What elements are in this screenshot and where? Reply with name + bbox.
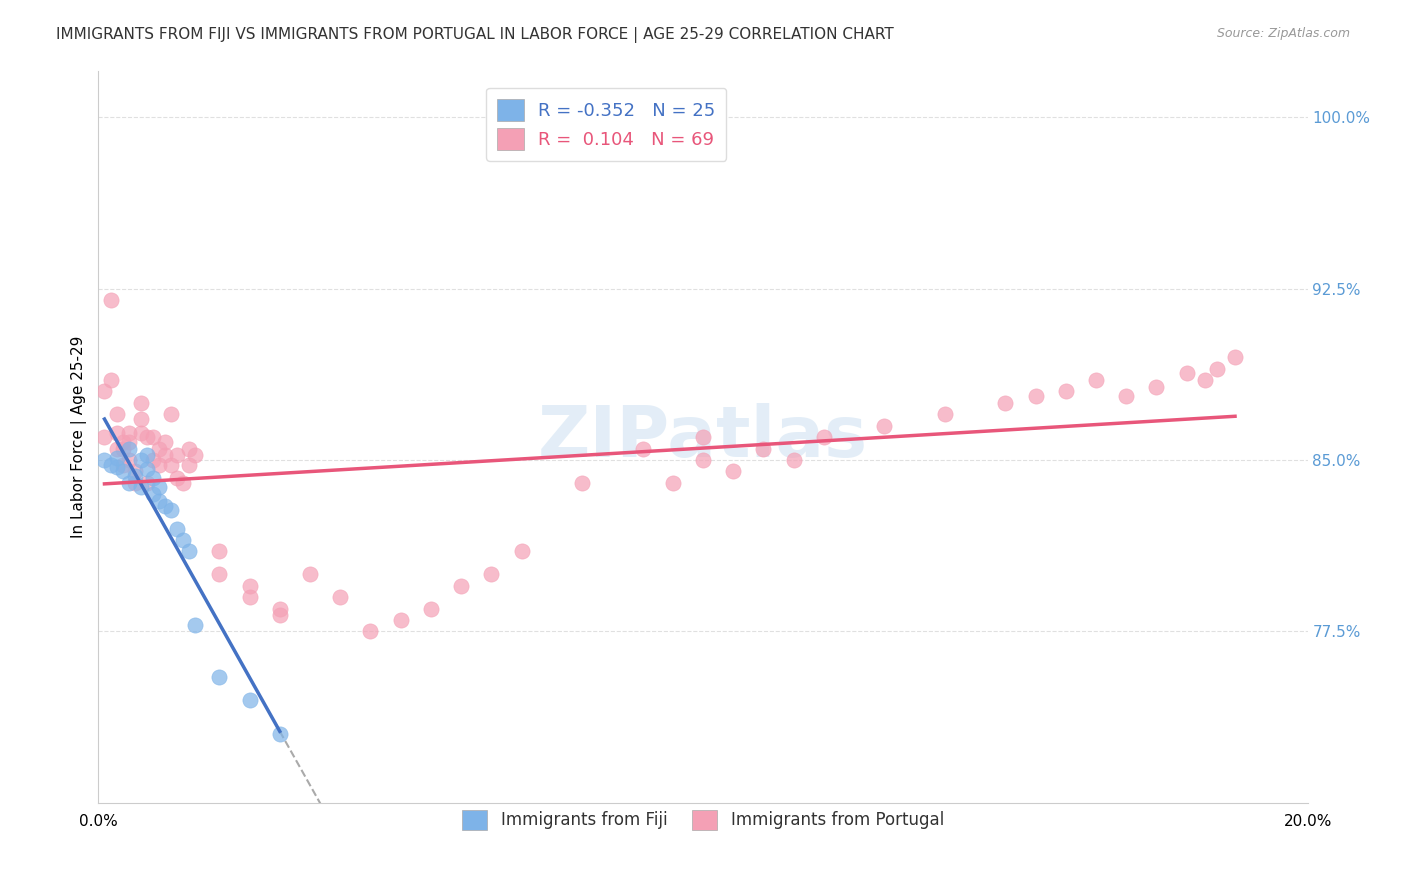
Point bbox=[111, 464, 134, 478]
Point bbox=[160, 458, 183, 472]
Point bbox=[208, 544, 231, 558]
Point bbox=[118, 453, 141, 467]
Point bbox=[124, 464, 146, 478]
Point bbox=[934, 407, 956, 421]
Point bbox=[105, 442, 128, 456]
Point bbox=[179, 544, 201, 558]
Point bbox=[172, 475, 194, 490]
Point bbox=[1144, 380, 1167, 394]
Point bbox=[142, 453, 165, 467]
Point bbox=[100, 373, 122, 387]
Text: ZIPatlas: ZIPatlas bbox=[538, 402, 868, 472]
Point bbox=[135, 430, 157, 444]
Point bbox=[105, 407, 128, 421]
Point bbox=[1194, 373, 1216, 387]
Point bbox=[153, 434, 176, 449]
Point bbox=[360, 624, 382, 639]
Point bbox=[179, 442, 201, 456]
Point bbox=[129, 425, 152, 440]
Point bbox=[148, 480, 170, 494]
Point bbox=[239, 693, 262, 707]
Point bbox=[166, 521, 188, 535]
Point bbox=[118, 434, 141, 449]
Point bbox=[1085, 373, 1108, 387]
Point bbox=[752, 442, 775, 456]
Point bbox=[135, 462, 157, 476]
Point bbox=[129, 453, 152, 467]
Point bbox=[1175, 366, 1198, 380]
Point bbox=[118, 475, 141, 490]
Point bbox=[510, 544, 533, 558]
Point bbox=[299, 567, 322, 582]
Point bbox=[153, 499, 176, 513]
Point bbox=[153, 448, 176, 462]
Point bbox=[105, 450, 128, 465]
Point bbox=[269, 608, 291, 623]
Point bbox=[118, 442, 141, 456]
Point bbox=[1054, 384, 1077, 399]
Point bbox=[1024, 389, 1046, 403]
Point bbox=[631, 442, 654, 456]
Point bbox=[450, 579, 472, 593]
Point bbox=[166, 448, 188, 462]
Point bbox=[148, 458, 170, 472]
Point bbox=[783, 453, 806, 467]
Point bbox=[100, 458, 122, 472]
Text: Source: ZipAtlas.com: Source: ZipAtlas.com bbox=[1216, 27, 1350, 40]
Point bbox=[148, 494, 170, 508]
Point bbox=[160, 503, 183, 517]
Point bbox=[111, 442, 134, 456]
Point bbox=[129, 396, 152, 410]
Point bbox=[1115, 389, 1137, 403]
Point bbox=[571, 475, 593, 490]
Point bbox=[329, 590, 352, 604]
Point bbox=[129, 411, 152, 425]
Legend: Immigrants from Fiji, Immigrants from Portugal: Immigrants from Fiji, Immigrants from Po… bbox=[454, 801, 952, 838]
Point bbox=[179, 458, 201, 472]
Point bbox=[135, 448, 157, 462]
Point bbox=[172, 533, 194, 547]
Point bbox=[142, 430, 165, 444]
Point bbox=[692, 430, 714, 444]
Point bbox=[723, 464, 745, 478]
Point bbox=[1223, 350, 1246, 364]
Point bbox=[239, 579, 262, 593]
Point bbox=[269, 601, 291, 615]
Point bbox=[118, 425, 141, 440]
Point bbox=[692, 453, 714, 467]
Point bbox=[142, 471, 165, 485]
Point bbox=[389, 613, 412, 627]
Point bbox=[160, 407, 183, 421]
Point bbox=[184, 448, 207, 462]
Point bbox=[148, 442, 170, 456]
Point bbox=[239, 590, 262, 604]
Text: IMMIGRANTS FROM FIJI VS IMMIGRANTS FROM PORTUGAL IN LABOR FORCE | AGE 25-29 CORR: IMMIGRANTS FROM FIJI VS IMMIGRANTS FROM … bbox=[56, 27, 894, 43]
Point bbox=[208, 670, 231, 684]
Point bbox=[135, 475, 157, 490]
Point bbox=[93, 453, 115, 467]
Point bbox=[142, 487, 165, 501]
Point bbox=[124, 469, 146, 483]
Point bbox=[1206, 361, 1229, 376]
Point bbox=[813, 430, 835, 444]
Point bbox=[105, 459, 128, 474]
Point bbox=[166, 471, 188, 485]
Point bbox=[269, 727, 291, 741]
Point bbox=[873, 418, 896, 433]
Point bbox=[994, 396, 1017, 410]
Point bbox=[111, 458, 134, 472]
Y-axis label: In Labor Force | Age 25-29: In Labor Force | Age 25-29 bbox=[70, 336, 87, 538]
Point bbox=[93, 430, 115, 444]
Point bbox=[184, 617, 207, 632]
Point bbox=[93, 384, 115, 399]
Point bbox=[111, 434, 134, 449]
Point bbox=[105, 425, 128, 440]
Point bbox=[661, 475, 683, 490]
Point bbox=[124, 475, 146, 490]
Point bbox=[100, 293, 122, 307]
Point bbox=[420, 601, 443, 615]
Point bbox=[208, 567, 231, 582]
Point bbox=[481, 567, 503, 582]
Point bbox=[129, 480, 152, 494]
